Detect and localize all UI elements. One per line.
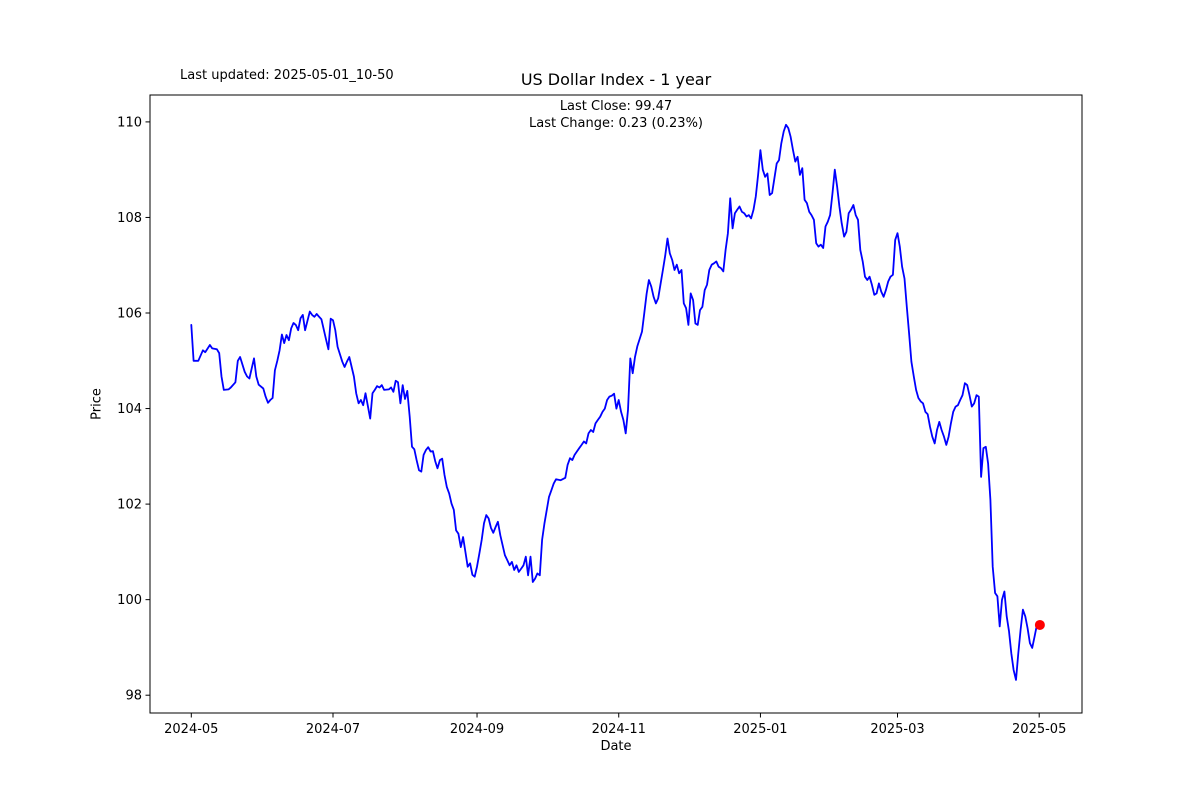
- x-tick-label: 2024-11: [592, 722, 646, 737]
- x-tick-label: 2025-03: [870, 722, 924, 737]
- y-tick-label: 102: [117, 498, 142, 513]
- last-close-marker: [1034, 619, 1045, 630]
- last-change-annotation: Last Change: 0.23 (0.23%): [528, 116, 703, 131]
- x-tick-label: 2025-01: [733, 722, 787, 737]
- y-tick-label: 110: [117, 115, 142, 130]
- plot-border: [149, 94, 1083, 714]
- x-tick-label: 2025-05: [1012, 722, 1066, 737]
- last-updated-text: Last updated: 2025-05-01_10-50: [180, 68, 394, 83]
- x-axis-label: Date: [600, 739, 632, 754]
- y-tick-label: 104: [117, 402, 142, 417]
- chart-title: US Dollar Index - 1 year: [520, 70, 712, 89]
- x-tick-label: 2024-07: [306, 722, 360, 737]
- y-tick-label: 100: [117, 593, 142, 608]
- y-axis-label: Price: [89, 388, 105, 420]
- x-tick-label: 2024-05: [164, 722, 218, 737]
- price-line: [190, 123, 1038, 681]
- y-tick-label: 108: [117, 211, 142, 226]
- last-close-annotation: Last Close: 99.47: [559, 99, 673, 114]
- y-tick-label: 98: [125, 689, 142, 704]
- y-tick-label: 106: [117, 307, 142, 322]
- x-tick-label: 2024-09: [450, 722, 504, 737]
